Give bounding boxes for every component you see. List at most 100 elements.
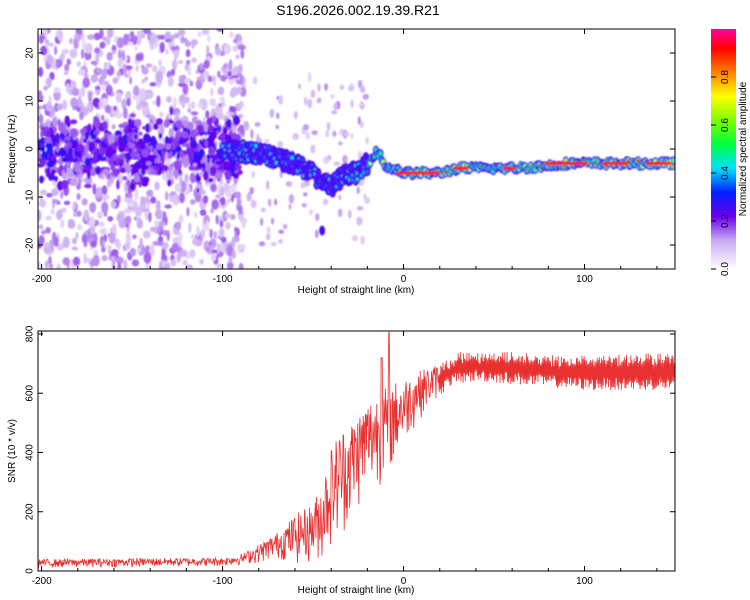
noise-blob	[214, 104, 220, 115]
ytick-label: 200	[25, 503, 36, 520]
band-blob	[219, 177, 223, 184]
noise-blob	[267, 198, 272, 207]
noise-blob	[97, 211, 103, 219]
noise-blob	[144, 76, 148, 81]
noise-blob	[159, 111, 164, 118]
band-blob	[84, 183, 92, 189]
noise-blob	[90, 240, 97, 248]
band-blob	[168, 165, 173, 172]
band-blob	[153, 123, 159, 130]
noise-blob	[46, 193, 53, 198]
noise-blob	[123, 197, 131, 203]
noise-blob	[129, 247, 136, 257]
noise-blob	[177, 60, 184, 64]
band-blob	[230, 162, 237, 173]
noise-blob	[72, 201, 77, 211]
noise-blob	[72, 256, 81, 266]
noise-blob	[82, 77, 90, 89]
noise-blob	[241, 219, 247, 229]
noise-blob	[62, 257, 71, 266]
noise-blob	[220, 196, 226, 206]
noise-blob	[205, 110, 210, 119]
band-blob	[66, 141, 72, 148]
noise-blob	[316, 97, 322, 104]
noise-blob	[171, 68, 175, 76]
noise-blob	[108, 232, 116, 244]
spectrogram-xlabel: Height of straight line (km)	[298, 285, 415, 296]
noise-blob	[228, 31, 234, 39]
noise-blob	[303, 192, 308, 197]
band-blob	[196, 155, 203, 161]
noise-blob	[70, 81, 75, 90]
noise-blob	[63, 200, 71, 206]
noise-blob	[43, 29, 48, 38]
colorbar-label: Normalized spectral amplitude	[738, 81, 749, 216]
noise-blob	[84, 175, 93, 186]
noise-blob	[180, 249, 188, 257]
spectrogram-blobs	[38, 29, 675, 269]
noise-blob	[213, 230, 218, 239]
noise-blob	[210, 254, 217, 262]
band-blob	[94, 166, 101, 175]
noise-blob	[337, 208, 343, 218]
band-blob	[151, 168, 155, 176]
cbar-tick-label: 0.6	[720, 118, 731, 132]
cbar-tick-label: 0.8	[720, 70, 731, 84]
ridge-core	[267, 146, 271, 150]
band-blob	[118, 157, 125, 164]
band-blob	[102, 120, 108, 129]
band-blob	[90, 170, 96, 177]
noise-blob	[250, 128, 254, 139]
ridge-peak	[503, 166, 516, 170]
noise-blob	[66, 58, 72, 66]
noise-blob	[322, 198, 329, 206]
noise-blob	[197, 31, 202, 38]
noise-blob	[360, 235, 365, 245]
noise-blob	[219, 220, 224, 228]
noise-blob	[94, 219, 99, 226]
noise-blob	[172, 199, 178, 206]
noise-blob	[178, 75, 185, 84]
band-blob	[207, 134, 215, 146]
noise-blob	[266, 180, 270, 191]
noise-blob	[237, 243, 243, 254]
noise-blob	[92, 183, 97, 195]
noise-blob	[301, 202, 307, 208]
noise-blob	[365, 136, 370, 145]
band-blob	[50, 169, 56, 175]
noise-blob	[216, 263, 223, 269]
noise-blob	[69, 38, 73, 45]
band-blob	[102, 168, 110, 176]
band-blob	[108, 157, 114, 167]
band-blob	[75, 151, 82, 157]
noise-blob	[278, 95, 284, 105]
noise-blob	[333, 102, 338, 111]
isolated-blob	[319, 225, 326, 236]
band-blob	[169, 106, 174, 116]
noise-blob	[136, 30, 145, 37]
band-blob	[174, 146, 182, 153]
noise-blob	[223, 184, 230, 193]
band-blob	[69, 119, 78, 125]
noise-blob	[360, 100, 364, 108]
ytick-label: 20	[25, 47, 36, 59]
noise-blob	[154, 220, 160, 228]
noise-blob	[111, 50, 116, 55]
noise-blob	[217, 70, 221, 79]
noise-blob	[150, 32, 157, 45]
band-blob	[69, 178, 78, 187]
colorbar-gradient	[711, 29, 736, 269]
noise-blob	[77, 223, 83, 231]
page-title: S196.2026.002.19.39.R21	[276, 2, 440, 18]
noise-blob	[164, 204, 172, 209]
noise-blob	[162, 241, 169, 250]
noise-blob	[194, 191, 202, 203]
noise-blob	[175, 111, 180, 118]
noise-blob	[292, 132, 299, 141]
noise-blob	[38, 105, 43, 110]
noise-blob	[234, 226, 238, 233]
xtick-label: -100	[213, 274, 233, 285]
noise-blob	[201, 29, 210, 35]
